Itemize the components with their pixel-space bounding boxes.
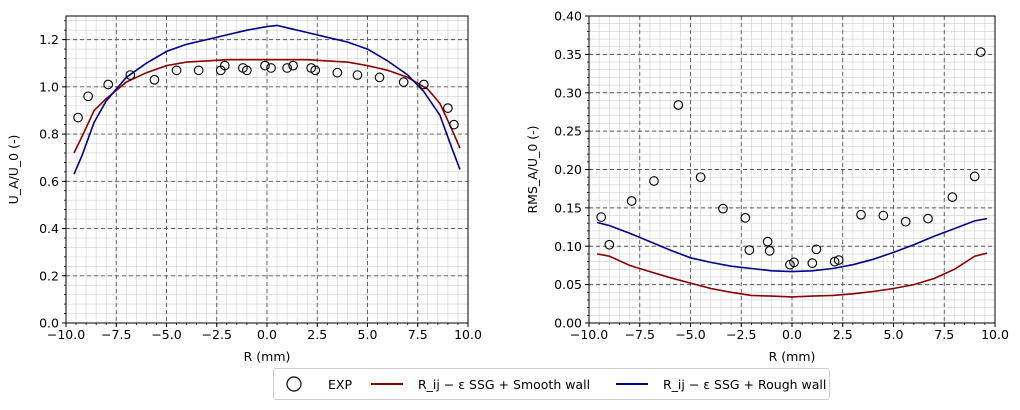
y-tick-label: 0.8 <box>39 127 59 142</box>
legend-label-smooth-wall: R_ij − ε SSG + Smooth wall <box>418 376 591 392</box>
data-point <box>833 255 844 265</box>
x-tick-label: 2.5 <box>307 327 327 342</box>
data-point <box>193 65 204 76</box>
data-point <box>673 100 684 110</box>
data-point <box>947 192 958 202</box>
y-tick-label: 0.2 <box>39 268 59 283</box>
legend-item-smooth-wall: R_ij − ε SSG + Smooth wall <box>370 369 590 399</box>
data-point <box>626 196 637 206</box>
y-tick-label: 0.00 <box>554 316 582 331</box>
x-tick-label: −2.5 <box>726 327 756 342</box>
data-point <box>649 176 659 186</box>
y-tick-label: 0.25 <box>554 124 582 139</box>
data-point <box>789 257 799 268</box>
legend: EXP R_ij − ε SSG + Smooth wall R_ij − ε … <box>273 368 830 400</box>
data-point <box>762 236 773 247</box>
dark-red-line-icon <box>371 383 403 385</box>
data-point <box>829 256 840 267</box>
x-tick-label: −5.0 <box>675 327 705 342</box>
data-point <box>811 244 822 255</box>
x-tick-label: 10.0 <box>454 327 482 342</box>
data-point <box>900 216 911 227</box>
y-tick-label: 0.6 <box>39 174 59 189</box>
x-tick-label: 5.0 <box>884 327 904 342</box>
data-point <box>83 91 93 102</box>
data-point <box>718 203 728 214</box>
y-tick-label: 0.05 <box>554 277 582 292</box>
data-point <box>171 65 182 76</box>
data-point <box>975 47 986 57</box>
data-point <box>923 213 933 224</box>
data-point <box>73 112 83 123</box>
data-point <box>332 67 343 78</box>
data-point <box>449 119 459 130</box>
y-tick-label: 0.30 <box>554 85 582 100</box>
y-tick-label: 0.4 <box>39 221 59 236</box>
x-tick-label: 7.5 <box>408 327 428 342</box>
x-tick-label: −7.5 <box>625 327 655 342</box>
series-line <box>596 252 988 298</box>
x-tick-label: −2.5 <box>202 327 232 342</box>
data-point <box>352 70 363 80</box>
data-point <box>443 103 453 113</box>
x-tick-label: 7.5 <box>934 327 954 342</box>
data-point <box>596 212 607 222</box>
data-point <box>764 246 775 256</box>
data-point <box>878 210 889 221</box>
x-tick-label: 5.0 <box>358 327 378 342</box>
data-point <box>260 60 270 71</box>
x-tick-label: 10.0 <box>981 327 1009 342</box>
rms-plot: −10.0 −7.5 −5.0 −2.5 0.0 2.5 5.0 7.5 10.0 0.00 0.0… <box>525 9 1009 365</box>
x-tick-label: −7.5 <box>101 327 131 342</box>
x-tick-label: 2.5 <box>833 327 853 342</box>
data-point <box>149 74 160 85</box>
data-point <box>374 72 385 83</box>
legend-label-rough-wall: R_ij − ε SSG + Rough wall <box>663 376 827 392</box>
data-point <box>288 60 298 71</box>
data-point <box>242 65 252 76</box>
data-point <box>744 245 755 255</box>
x-tick-label: −10.0 <box>570 327 608 342</box>
data-point <box>418 79 429 90</box>
y-axis-label: U_A/U_0 (-) <box>6 135 21 205</box>
y-tick-label: 0.15 <box>554 200 582 215</box>
data-point <box>310 65 321 76</box>
y-axis-label: RMS_A/U_0 (-) <box>525 125 540 213</box>
y-tick-label: 0.40 <box>554 9 582 24</box>
y-tick-label: 0.20 <box>554 162 582 177</box>
x-tick-label: −5.0 <box>151 327 181 342</box>
data-point <box>969 171 980 182</box>
data-point <box>266 63 276 73</box>
dark-blue-line-icon <box>616 383 648 385</box>
data-point <box>604 239 615 250</box>
y-tick-label: 0.35 <box>554 47 582 62</box>
data-point <box>398 77 409 87</box>
series-line <box>73 24 461 175</box>
legend-item-exp: EXP <box>284 369 352 399</box>
data-point <box>740 213 751 223</box>
data-point <box>125 70 136 80</box>
circle-marker-icon <box>286 376 302 392</box>
y-tick-label: 0.10 <box>554 239 582 254</box>
data-point <box>103 79 114 90</box>
y-tick-label: 1.0 <box>39 79 59 94</box>
velocity-plot: −10.0 −7.5 −5.0 −2.5 0.0 2.5 5.0 7.5 10.0 0.0 0.2 0… <box>6 15 482 364</box>
data-point <box>219 60 230 71</box>
x-tick-label: −10.0 <box>47 327 85 342</box>
data-point <box>282 63 292 73</box>
x-tick-label: 0.0 <box>257 327 277 342</box>
data-point <box>695 172 706 183</box>
y-tick-label: 0.0 <box>39 316 59 331</box>
x-tick-label: 0.0 <box>782 327 802 342</box>
x-axis-label: R (mm) <box>769 349 816 364</box>
data-point <box>856 209 866 220</box>
y-tick-label: 1.2 <box>39 32 59 47</box>
data-point <box>807 258 818 268</box>
legend-label-exp: EXP <box>328 376 352 392</box>
figure-canvas: −10.0 −7.5 −5.0 −2.5 0.0 2.5 5.0 7.5 10.00.00.20… <box>6 9 1009 365</box>
series-line <box>596 217 988 273</box>
legend-item-rough-wall: R_ij − ε SSG + Rough wall <box>615 369 826 399</box>
x-axis-label: R (mm) <box>244 349 291 364</box>
